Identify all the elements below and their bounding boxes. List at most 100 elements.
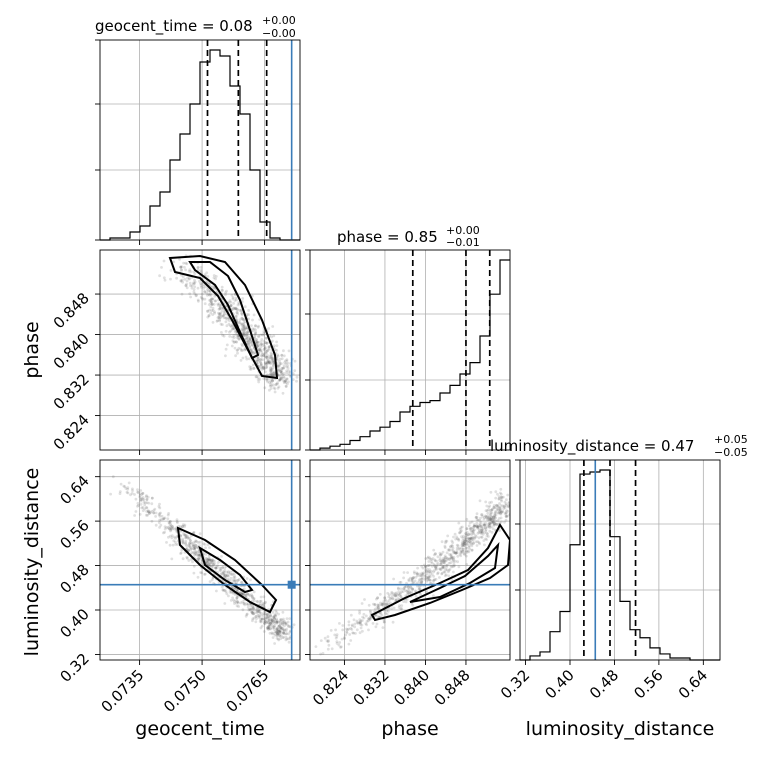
sample-point: [214, 277, 218, 281]
sample-point: [143, 501, 147, 505]
sample-point: [478, 518, 482, 522]
sample-point: [417, 579, 421, 583]
sample-point: [126, 487, 130, 491]
sample-point: [385, 609, 388, 613]
sample-point: [448, 553, 451, 556]
sample-point: [445, 551, 449, 555]
sample-point: [247, 313, 251, 316]
sample-point: [207, 554, 211, 558]
sample-point: [270, 368, 273, 372]
sample-point: [268, 631, 272, 635]
sample-point: [479, 521, 483, 524]
y-tick-label-luminosity-distance: 0.64: [56, 472, 92, 508]
sample-point: [472, 524, 476, 528]
sample-point: [511, 510, 514, 513]
sample-point: [169, 277, 172, 281]
sample-point: [267, 327, 271, 330]
sample-point: [473, 524, 477, 528]
sample-point: [206, 561, 209, 564]
sample-point: [464, 540, 467, 543]
sample-point: [352, 631, 355, 635]
sample-point: [412, 576, 416, 579]
sample-point: [223, 589, 227, 592]
sample-point: [420, 571, 424, 575]
sample-point: [455, 543, 459, 547]
sample-point: [276, 626, 279, 630]
sample-point: [237, 338, 241, 341]
sample-point: [470, 530, 474, 533]
sample-point: [167, 521, 171, 524]
sample-point: [337, 643, 341, 647]
sample-point: [240, 322, 244, 326]
sample-point: [256, 358, 260, 361]
sample-point: [227, 574, 230, 578]
sample-point: [252, 612, 256, 615]
sample-point: [432, 578, 436, 582]
sample-point: [491, 518, 495, 521]
sample-point: [347, 623, 351, 627]
sample-point: [251, 350, 255, 354]
sample-point: [229, 304, 233, 307]
sample-point: [274, 382, 278, 386]
sample-point: [512, 506, 515, 509]
sample-point: [284, 379, 288, 382]
sample-point: [494, 516, 497, 520]
sample-point: [461, 544, 465, 548]
sample-point: [213, 287, 217, 290]
sample-point: [211, 306, 215, 310]
sample-point: [278, 630, 281, 633]
sample-point: [465, 551, 469, 554]
sample-point: [274, 613, 278, 617]
sample-point: [488, 509, 492, 512]
sample-point: [347, 642, 351, 646]
sample-point: [443, 574, 447, 578]
sample-point: [111, 475, 115, 479]
sample-point: [475, 524, 479, 527]
sample-point: [228, 579, 232, 582]
sample-point: [282, 617, 285, 621]
sample-point: [277, 629, 281, 633]
sample-point: [210, 559, 214, 563]
sample-point: [266, 380, 270, 384]
sample-point: [267, 615, 271, 619]
sample-point: [190, 286, 194, 290]
sample-point: [218, 307, 222, 311]
sample-point: [227, 594, 230, 598]
sample-point: [414, 594, 418, 598]
sample-point: [275, 617, 278, 621]
sample-point: [462, 541, 466, 545]
sample-point: [275, 620, 279, 624]
sample-point: [397, 593, 401, 597]
sample-point: [256, 356, 260, 360]
sample-point: [272, 626, 276, 629]
sample-point: [452, 556, 456, 559]
sample-point: [463, 538, 467, 542]
sample-point: [381, 626, 385, 629]
sample-point: [233, 574, 236, 578]
sample-point: [235, 315, 238, 318]
sample-point: [172, 539, 176, 543]
sample-point: [168, 534, 172, 538]
sample-point: [278, 624, 281, 628]
sample-point: [171, 527, 175, 530]
sample-point: [264, 615, 268, 619]
sample-point: [252, 612, 255, 616]
sample-point: [237, 336, 240, 340]
sample-point: [210, 303, 214, 306]
sample-point: [264, 347, 267, 351]
sample-point: [461, 542, 464, 546]
sample-point: [222, 334, 226, 338]
sample-point: [506, 514, 509, 518]
sample-point: [270, 632, 274, 636]
sample-point: [245, 357, 249, 361]
sample-point: [262, 595, 266, 599]
sample-point: [500, 520, 503, 524]
x-tick-label-luminosity-distance: 0.40: [541, 666, 577, 702]
sample-point: [192, 543, 196, 547]
sample-point: [452, 564, 455, 567]
sample-point: [209, 311, 213, 315]
sample-point: [433, 558, 437, 562]
sample-point: [245, 313, 249, 316]
sample-point: [442, 566, 446, 570]
sample-point: [235, 308, 239, 311]
